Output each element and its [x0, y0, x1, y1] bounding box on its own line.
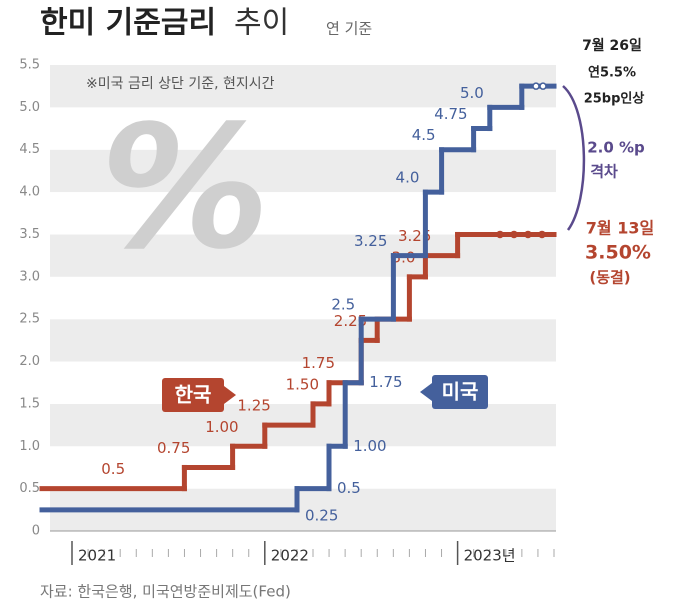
annotation: 격차: [590, 163, 618, 181]
chart-title-suffix: 추이: [234, 6, 289, 41]
value-label: 0.25: [305, 506, 338, 524]
gap-bracket: [562, 85, 586, 231]
value-label: 2.5: [331, 296, 355, 314]
series-1: 0.25 0.5 1.00 1.75 2.5 3.25 4.0 4.5 4.75 5.0: [39, 82, 557, 524]
y-tick-label: 4.5: [19, 142, 40, 157]
value-label: 1.00: [205, 418, 238, 436]
note: ※미국 금리 상단 기준, 현지시간: [86, 76, 275, 92]
y-tick-label: 1.0: [19, 439, 40, 454]
value-label: 0.5: [101, 460, 125, 478]
value-label: 3.25: [354, 232, 387, 250]
grid-band: [50, 192, 556, 235]
annotation: 7월 13일: [586, 219, 654, 238]
y-tick-label: 2.5: [19, 312, 40, 327]
y-tick-label: 5.0: [19, 100, 40, 115]
end-dot: [496, 230, 504, 239]
value-label: 4.75: [434, 105, 467, 123]
y-tick-label: 0.5: [19, 481, 40, 496]
end-dot: [524, 230, 532, 239]
value-label: 0.5: [337, 479, 361, 497]
annotation: 7월 26일: [582, 37, 642, 54]
value-label: 1.00: [353, 437, 386, 455]
annotation: (동결): [589, 269, 630, 287]
value-label: 1.75: [302, 354, 335, 372]
annotation: 3.50%: [585, 242, 651, 264]
y-tick-label: 3.0: [19, 269, 40, 284]
end-dot: [538, 230, 546, 239]
x-tick-label: 2021: [78, 547, 116, 565]
legend-pointer: [224, 386, 236, 404]
y-tick-label: 2.0: [19, 354, 40, 369]
x-tick-label: 2022: [271, 547, 309, 565]
annotation: 2.0 %p: [587, 139, 645, 157]
grid-band: [50, 65, 556, 108]
chart-title: 한미 기준금리: [40, 6, 216, 41]
grid-band: [50, 446, 556, 489]
legend-box: [432, 375, 488, 409]
annotation: 25bp인상: [584, 91, 645, 107]
subtitle: 연 기준: [326, 20, 372, 38]
annotation: 연5.5%: [588, 66, 636, 81]
end-dot: [532, 82, 540, 90]
y-tick-label: 3.5: [19, 227, 40, 242]
y-tick-label: 1.5: [19, 396, 40, 411]
value-label: 4.0: [396, 169, 420, 187]
legend-label: 미국: [442, 380, 479, 404]
legend-label: 한국: [175, 383, 212, 407]
x-tick-label: 2023년: [464, 547, 516, 565]
value-label: 1.50: [286, 375, 319, 393]
grid-band: [50, 319, 556, 362]
y-tick-label: 5.5: [19, 58, 40, 73]
watermark: %: [100, 89, 270, 287]
y-tick-label: 4.0: [19, 185, 40, 200]
legend-box: [162, 378, 224, 412]
y-tick-label: 0: [32, 524, 40, 539]
end-dot: [539, 82, 547, 90]
grid-band: [50, 234, 556, 277]
value-label: 1.75: [369, 373, 402, 391]
value-label: 1.25: [237, 397, 270, 415]
value-label: 4.5: [412, 126, 436, 144]
source: 자료: 한국은행, 미국연방준비제도(Fed): [40, 583, 291, 601]
value-label: 0.75: [157, 439, 190, 457]
legend-pointer: [420, 383, 432, 401]
grid-band: [50, 276, 556, 320]
end-dot: [510, 230, 518, 239]
grid-band: [50, 149, 556, 193]
value-label: 5.0: [460, 84, 484, 102]
